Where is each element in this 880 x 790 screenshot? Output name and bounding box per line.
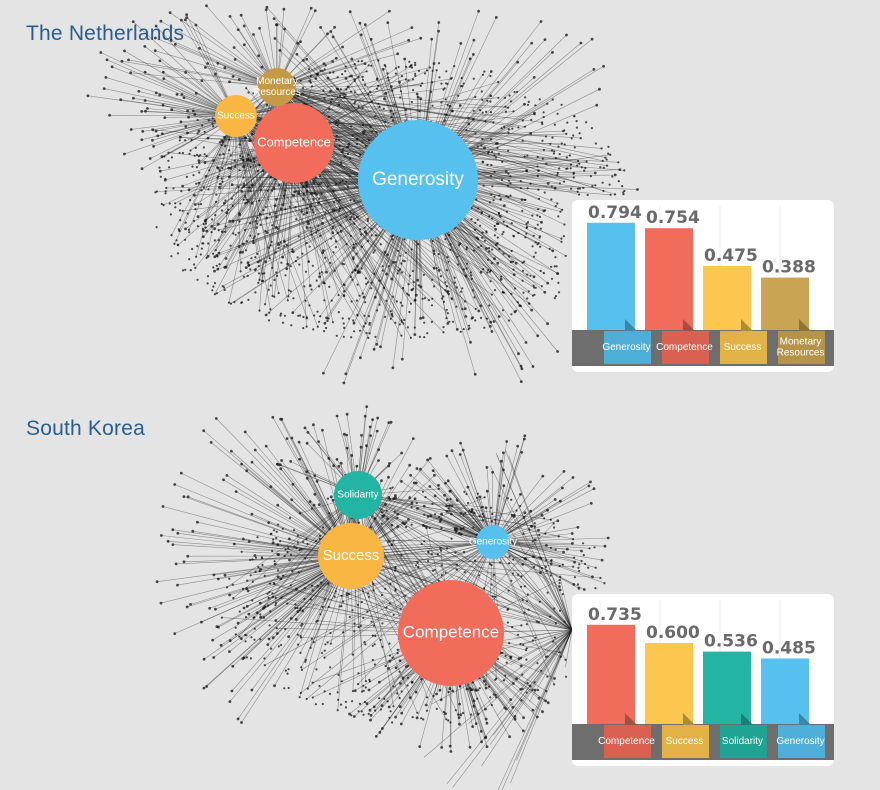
bar-competence [645,228,693,330]
node-competence [254,103,334,183]
bar-label-generosity: Generosity [776,736,824,747]
bar-success [645,643,693,724]
node-label-success: Success [217,111,255,122]
node-competence [398,580,504,686]
bar-tab-competence [662,331,709,364]
bar-fold-success [741,319,753,331]
bar-competence [587,624,635,724]
bar-label-monetary-resources: Resources [777,348,825,359]
bar-fold-generosity [799,713,811,725]
node-label-competence: Competence [257,134,331,149]
bar-value-monetary-resources: 0.388 [762,258,816,278]
node-success [215,95,257,137]
bar-label-solidarity: Solidarity [722,736,763,747]
node-generosity [476,525,510,559]
bar-label-monetary-resources: Monetary [780,337,822,348]
south-korea-network-graph: Competence Success Solidarity Generosity [155,405,610,790]
netherlands-bar-chart: 0.794 Generosity 0.754 Competence 0.475 Succe… [572,200,834,372]
bar-label-competence: Competence [598,736,655,747]
bar-tab-competence [604,725,651,758]
bar-tab-monetary-resources [778,331,825,364]
bar-value-competence: 0.735 [588,605,642,625]
bar-fold-generosity [625,319,637,331]
south-korea-bar-chart: 0.735 Competence 0.600 Success 0.536 Solidari… [572,594,834,766]
bar-value-competence: 0.754 [646,208,700,228]
south-korea-title: South Korea [26,417,145,440]
bar-fold-competence [625,713,637,725]
bar-label-success: Success [666,736,704,747]
bar-tab-success [662,725,709,758]
node-label-generosity: Generosity [469,537,517,548]
bar-value-generosity: 0.485 [762,639,816,659]
bar-success [703,265,751,330]
bar-fold-competence [683,319,695,331]
bar-fold-monetary-resources [799,319,811,331]
bar-fold-success [683,713,695,725]
node-label-monetary-resources: Monetary [256,76,298,87]
bar-label-competence: Competence [656,342,713,353]
bar-generosity [761,658,809,724]
bar-label-success: Success [724,342,762,353]
node-success [318,523,384,589]
south-korea-section: South Korea Competence Success Solidarity G… [0,395,880,790]
netherlands-title: The Netherlands [26,22,185,45]
bar-tab-success [720,331,767,364]
bar-tab-generosity [604,331,651,364]
netherlands-section: The Netherlands Generosity Competence Succ… [26,4,834,385]
network-edges [157,406,609,790]
node-solidarity [334,471,382,519]
node-label-solidarity: Solidarity [337,490,378,501]
bar-tab-generosity [778,725,825,758]
bar-tab-solidarity [720,725,767,758]
bar-value-success: 0.600 [646,623,700,643]
node-generosity [358,120,478,240]
bar-value-success: 0.475 [704,246,758,266]
node-monetary-resources [258,68,296,106]
bar-solidarity [703,651,751,724]
node-label-monetary-resources: Resources [253,87,301,98]
bar-value-solidarity: 0.536 [704,632,758,652]
node-label-success: Success [323,547,380,564]
bar-fold-solidarity [741,713,753,725]
bar-value-generosity: 0.794 [588,203,642,223]
bar-label-generosity: Generosity [602,342,650,353]
bar-generosity [587,222,635,330]
node-label-competence: Competence [403,622,499,641]
node-label-generosity: Generosity [372,169,464,190]
netherlands-network-graph: Generosity Competence Success MonetaryResou… [86,4,639,385]
